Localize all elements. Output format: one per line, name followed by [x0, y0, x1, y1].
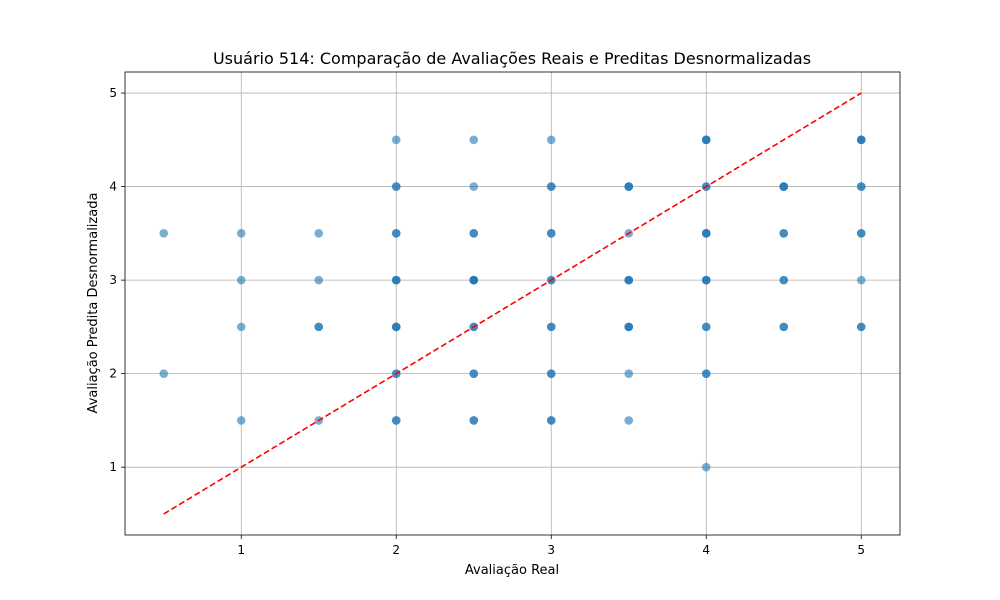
data-point [546, 182, 556, 191]
grid-lines [125, 72, 900, 535]
data-point [469, 369, 479, 378]
x-tick-label: 4 [702, 543, 710, 557]
data-point [159, 229, 169, 238]
data-point [856, 135, 866, 145]
data-point [701, 369, 711, 378]
data-point [236, 229, 246, 238]
y-tick-label: 4 [109, 180, 117, 194]
data-point [779, 182, 789, 191]
data-point [546, 135, 556, 145]
x-axis-label: Avaliação Real [465, 563, 559, 578]
x-tick-label: 3 [547, 543, 555, 557]
data-point [701, 462, 711, 472]
data-point [314, 275, 324, 285]
data-point [624, 416, 634, 425]
plot-frame [124, 71, 901, 536]
y-tick-label: 5 [109, 86, 117, 100]
x-tick-label: 5 [857, 543, 865, 557]
data-point [546, 416, 556, 425]
y-tick-label: 3 [109, 273, 117, 287]
data-point [391, 229, 401, 238]
data-point [469, 229, 479, 238]
data-point [236, 275, 246, 285]
data-point [856, 322, 866, 332]
data-point [624, 182, 634, 191]
chart-title: Usuário 514: Comparação de Avaliações Re… [213, 49, 811, 68]
data-point [546, 229, 556, 238]
data-point [469, 182, 479, 191]
data-point [624, 322, 634, 332]
data-point [236, 416, 246, 425]
reference-line [163, 92, 862, 515]
data-point [546, 369, 556, 378]
data-point [779, 275, 789, 285]
axis-ticks: 1 2 3 4 5 1 2 3 4 5 [109, 86, 865, 557]
data-point [391, 322, 401, 332]
data-point [391, 135, 401, 145]
y-tick-label: 2 [109, 367, 117, 381]
data-point [856, 182, 866, 191]
data-point [701, 275, 711, 285]
data-point [314, 229, 324, 238]
data-point [159, 369, 169, 378]
data-point [701, 229, 711, 238]
data-point [701, 135, 711, 145]
data-point [624, 275, 634, 285]
data-point [391, 275, 401, 285]
data-point [546, 322, 556, 332]
data-point [469, 135, 479, 145]
data-point [236, 322, 246, 332]
data-point [624, 369, 634, 378]
data-point [391, 182, 401, 191]
data-point [469, 416, 479, 425]
y-tick-label: 1 [109, 460, 117, 474]
data-point [314, 322, 324, 332]
data-point [856, 275, 866, 285]
data-point [701, 322, 711, 332]
data-point [856, 229, 866, 238]
x-tick-label: 1 [237, 543, 245, 557]
data-point [391, 416, 401, 425]
x-tick-label: 2 [392, 543, 400, 557]
y-axis-label: Avaliação Predita Desnormalizada [86, 193, 101, 414]
data-point [779, 322, 789, 332]
data-point [469, 275, 479, 285]
data-point [779, 229, 789, 238]
